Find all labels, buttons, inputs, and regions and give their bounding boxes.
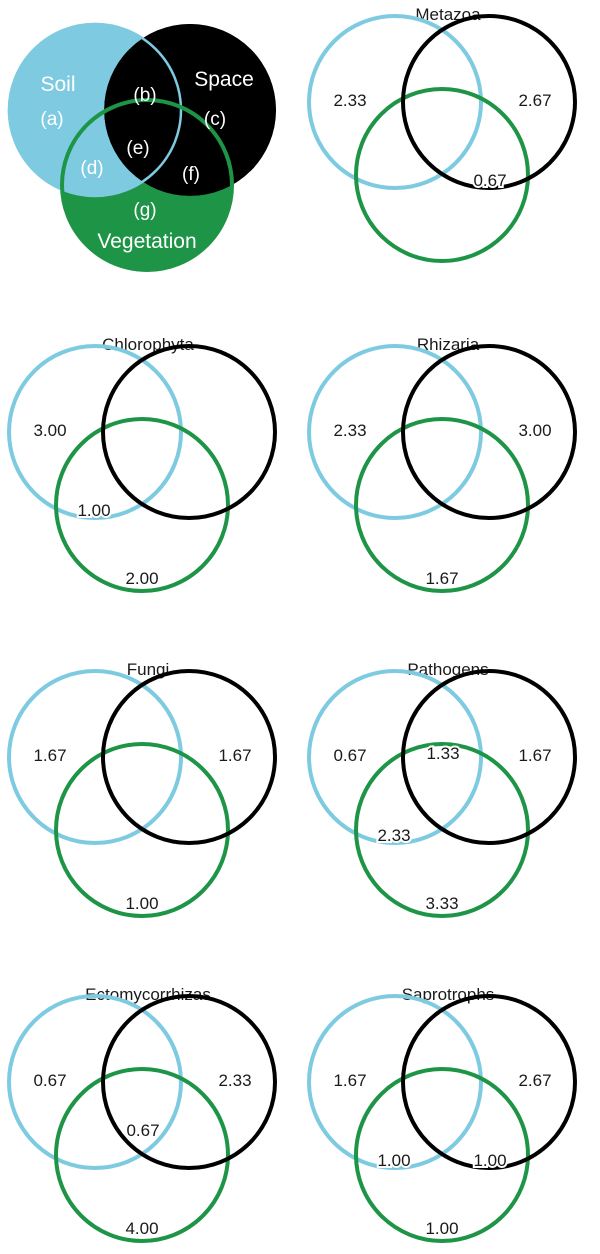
- region-a-value: 2.33: [333, 91, 366, 110]
- region-d-value: 2.33: [377, 826, 410, 845]
- space-circle: [101, 669, 277, 845]
- space-circle: [401, 669, 577, 845]
- region-d-value: 1.00: [77, 501, 110, 520]
- region-c-value: 2.67: [518, 1071, 551, 1090]
- region-a-value: 1.67: [33, 746, 66, 765]
- region-a-value: 3.00: [33, 421, 66, 440]
- soil-circle: [307, 994, 483, 1170]
- space-circle: [101, 344, 277, 520]
- region-g-value: 4.00: [125, 1219, 158, 1238]
- region-a-value: 0.67: [33, 1071, 66, 1090]
- vegetation-circle: [354, 1067, 530, 1243]
- region-a-value: 2.33: [333, 421, 366, 440]
- region-g-value: 1.00: [425, 1219, 458, 1238]
- region-c-value: 2.67: [518, 91, 551, 110]
- region-d-value: 1.00: [377, 1151, 410, 1170]
- key-vegetation-fill: [7, 22, 276, 270]
- venn-key-diagram: Soil Space (a) (b) (c) (e) (d) (f) (g) V…: [7, 22, 276, 272]
- key-region-c: (c): [204, 109, 226, 130]
- space-circle: [401, 14, 577, 190]
- region-b-value: 1.33: [426, 744, 459, 763]
- vegetation-circle: [54, 742, 230, 918]
- region-f-value: 1.00: [473, 1151, 506, 1170]
- panel-title: Fungi: [127, 660, 170, 679]
- key-vegetation-label: Vegetation: [97, 230, 196, 253]
- vegetation-circle: [354, 87, 530, 263]
- key-region-b: (b): [133, 85, 156, 106]
- space-circle: [401, 994, 577, 1170]
- key-region-g: (g): [133, 200, 156, 221]
- venn-panel: Fungi 1.67 1.67 1.00: [7, 660, 277, 918]
- key-region-d: (d): [80, 158, 103, 179]
- soil-circle: [307, 14, 483, 190]
- region-g-value: 1.00: [125, 894, 158, 913]
- key-space-label: Space: [194, 68, 254, 91]
- region-g-value: 3.33: [425, 894, 458, 913]
- soil-circle: [7, 669, 183, 845]
- region-c-value: 3.00: [518, 421, 551, 440]
- soil-circle: [307, 669, 483, 845]
- space-circle: [401, 344, 577, 520]
- vegetation-circle: [354, 417, 530, 593]
- region-f-value: 0.67: [473, 171, 506, 190]
- soil-circle: [307, 344, 483, 520]
- region-c-value: 1.67: [218, 746, 251, 765]
- region-e-value: 0.67: [126, 1121, 159, 1140]
- region-g-value: 2.00: [125, 569, 158, 588]
- region-c-value: 1.67: [518, 746, 551, 765]
- key-region-a: (a): [40, 109, 63, 130]
- soil-circle: [7, 344, 183, 520]
- vegetation-circle: [54, 1067, 230, 1243]
- vegetation-circle: [354, 742, 530, 918]
- region-a-value: 0.67: [333, 746, 366, 765]
- key-region-e: (e): [126, 138, 149, 159]
- vegetation-circle: [54, 417, 230, 593]
- key-region-f: (f): [182, 164, 200, 185]
- region-c-value: 2.33: [218, 1071, 251, 1090]
- key-soil-label: Soil: [40, 73, 75, 96]
- space-circle: [101, 994, 277, 1170]
- soil-circle: [7, 994, 183, 1170]
- region-g-value: 1.67: [425, 569, 458, 588]
- region-a-value: 1.67: [333, 1071, 366, 1090]
- key-vegetation-outline: [60, 98, 234, 272]
